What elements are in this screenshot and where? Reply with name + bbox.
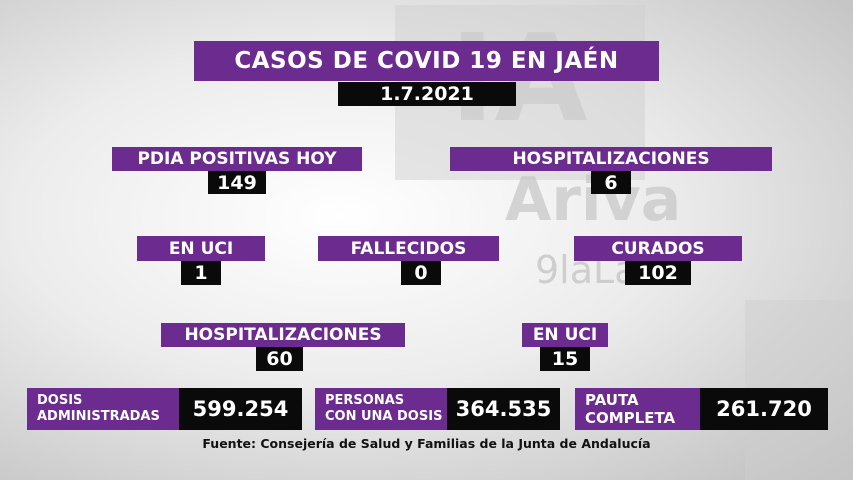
uci-total-label: EN UCI [522,323,608,347]
personas-value: 364.535 [447,388,560,430]
curados-label: CURADOS [574,236,742,261]
dosis-label-line1: DOSIS [37,393,83,408]
personas-label: PERSONAS CON UNA DOSIS [315,388,447,430]
curados-value: 102 [625,261,691,285]
dosis-label-line2: ADMINISTRADAS [37,409,160,424]
hospitalizaciones-total-label: HOSPITALIZACIONES [161,323,405,347]
pauta-label: PAUTA COMPLETA [575,388,700,430]
hospitalizaciones-value: 6 [591,171,631,194]
pdia-value: 149 [208,171,266,194]
fallecidos-value: 0 [401,261,441,285]
pauta-value: 261.720 [700,388,828,430]
source-note: Fuente: Consejería de Salud y Familias d… [202,436,651,451]
pauta-label-line2: COMPLETA [585,409,676,427]
hospitalizaciones-label: HOSPITALIZACIONES [450,147,772,171]
pauta-label-line1: PAUTA [585,391,639,409]
personas-label-line2: CON UNA DOSIS [325,409,443,424]
report-date: 1.7.2021 [338,82,516,106]
pdia-label: PDIA POSITIVAS HOY [112,147,362,171]
hospitalizaciones-total-value: 60 [256,347,303,371]
page-title: CASOS DE COVID 19 EN JAÉN [194,41,659,81]
dosis-value: 599.254 [179,388,302,430]
uci-total-value: 15 [540,347,590,371]
personas-label-line1: PERSONAS [325,393,405,408]
uci-value: 1 [181,261,221,285]
fallecidos-label: FALLECIDOS [318,236,499,261]
uci-label: EN UCI [137,236,265,261]
dosis-label: DOSIS ADMINISTRADAS [27,388,179,430]
